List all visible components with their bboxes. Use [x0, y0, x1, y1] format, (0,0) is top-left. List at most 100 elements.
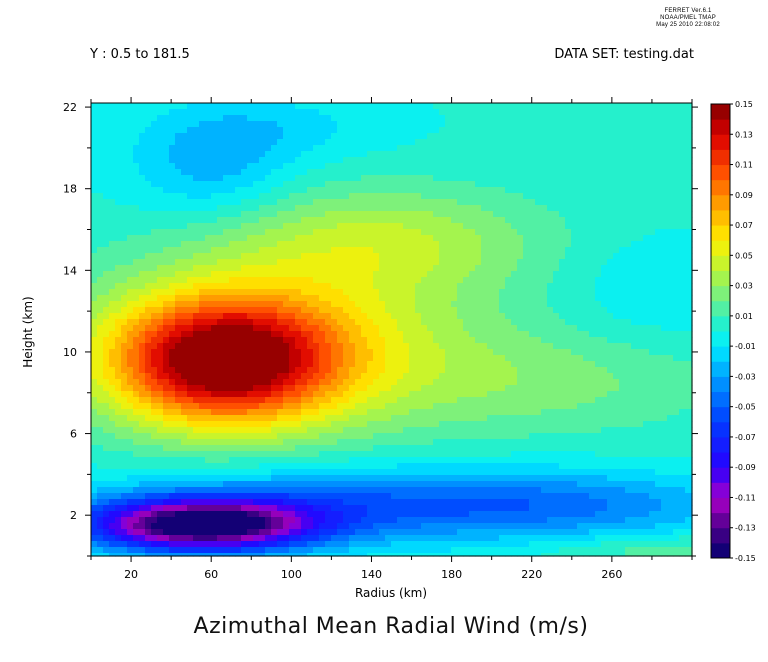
- field-cell: [139, 397, 146, 404]
- field-cell: [193, 235, 200, 242]
- field-cell: [325, 181, 332, 188]
- field-cell: [499, 133, 506, 140]
- field-cell: [289, 289, 296, 296]
- field-cell: [133, 301, 140, 308]
- field-cell: [163, 139, 170, 146]
- field-cell: [661, 349, 668, 356]
- field-cell: [655, 343, 662, 350]
- field-cell: [601, 181, 608, 188]
- field-cell: [649, 361, 656, 368]
- field-cell: [553, 277, 560, 284]
- field-cell: [427, 361, 434, 368]
- field-cell: [145, 343, 152, 350]
- field-cell: [433, 385, 440, 392]
- field-cell: [199, 133, 206, 140]
- field-cell: [223, 391, 230, 398]
- field-cell: [403, 163, 410, 170]
- field-cell: [217, 199, 224, 206]
- field-cell: [349, 319, 356, 326]
- field-cell: [103, 127, 110, 134]
- field-cell: [469, 181, 476, 188]
- field-cell: [133, 115, 140, 122]
- field-cell: [637, 373, 644, 380]
- field-cell: [481, 223, 488, 230]
- field-cell: [607, 337, 614, 344]
- field-cell: [427, 373, 434, 380]
- field-cell: [637, 151, 644, 158]
- field-cell: [301, 115, 308, 122]
- field-cell: [655, 121, 662, 128]
- field-cell: [301, 169, 308, 176]
- field-cell: [187, 271, 194, 278]
- field-cell: [661, 331, 668, 338]
- field-cell: [361, 103, 368, 110]
- field-cell: [103, 337, 110, 344]
- field-cell: [481, 217, 488, 224]
- field-cell: [487, 205, 494, 212]
- field-cell: [487, 349, 494, 356]
- field-cell: [229, 355, 236, 362]
- field-cell: [601, 187, 608, 194]
- field-cell: [667, 127, 674, 134]
- field-cell: [337, 211, 344, 218]
- field-cell: [223, 307, 230, 314]
- field-cell: [595, 139, 602, 146]
- field-cell: [631, 121, 638, 128]
- field-cell: [433, 115, 440, 122]
- field-cell: [481, 187, 488, 194]
- field-cell: [439, 229, 446, 236]
- field-cell: [403, 337, 410, 344]
- field-cell: [97, 223, 104, 230]
- field-cell: [541, 349, 548, 356]
- field-cell: [619, 367, 626, 374]
- field-cell: [289, 391, 296, 398]
- field-cell: [253, 337, 260, 344]
- field-cell: [571, 361, 578, 368]
- field-cell: [601, 139, 608, 146]
- field-cell: [637, 229, 644, 236]
- field-cell: [181, 139, 188, 146]
- field-cell: [667, 199, 674, 206]
- field-cell: [211, 187, 218, 194]
- field-cell: [649, 103, 656, 110]
- field-cell: [145, 145, 152, 152]
- field-cell: [229, 181, 236, 188]
- field-cell: [247, 319, 254, 326]
- field-cell: [547, 253, 554, 260]
- field-cell: [379, 313, 386, 320]
- field-cell: [91, 121, 98, 128]
- field-cell: [163, 337, 170, 344]
- field-cell: [307, 169, 314, 176]
- field-cell: [505, 247, 512, 254]
- field-cell: [553, 247, 560, 254]
- field-cell: [343, 271, 350, 278]
- field-cell: [457, 391, 464, 398]
- field-cell: [187, 211, 194, 218]
- field-cell: [97, 253, 104, 260]
- field-cell: [373, 277, 380, 284]
- field-cell: [241, 397, 248, 404]
- field-cell: [253, 109, 260, 116]
- field-cell: [385, 145, 392, 152]
- field-cell: [529, 145, 536, 152]
- field-cell: [565, 379, 572, 386]
- field-cell: [541, 367, 548, 374]
- field-cell: [637, 235, 644, 242]
- field-cell: [505, 193, 512, 200]
- field-cell: [355, 391, 362, 398]
- field-cell: [391, 259, 398, 266]
- field-cell: [403, 265, 410, 272]
- field-cell: [559, 133, 566, 140]
- field-cell: [199, 259, 206, 266]
- field-cell: [685, 133, 692, 140]
- field-cell: [217, 373, 224, 380]
- field-cell: [385, 151, 392, 158]
- field-cell: [637, 307, 644, 314]
- field-cell: [157, 379, 164, 386]
- field-cell: [613, 193, 620, 200]
- field-cell: [589, 391, 596, 398]
- field-cell: [379, 295, 386, 302]
- field-cell: [301, 253, 308, 260]
- field-cell: [169, 379, 176, 386]
- field-cell: [487, 337, 494, 344]
